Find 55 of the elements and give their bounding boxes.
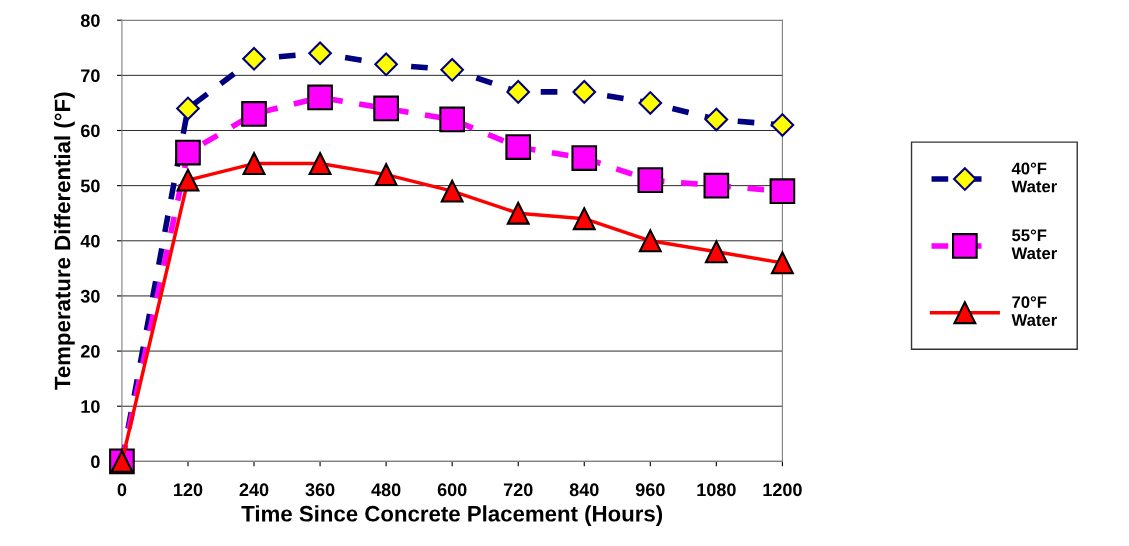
point [241,101,267,127]
point [373,95,399,122]
y-tick-label: 70 [81,69,100,83]
point [308,41,332,66]
point [770,113,795,137]
point [505,134,532,160]
point [175,139,201,166]
x-tick-label: 120 [174,483,203,497]
point [572,207,596,231]
point [703,172,730,199]
point [704,240,728,264]
point [638,91,663,115]
point [506,80,531,104]
point [506,201,530,225]
y-axis-title: Temperature Differential (°F) [54,92,75,390]
point [308,152,332,176]
y-tick-label: 10 [81,400,100,413]
point [242,152,266,176]
x-tick-label: 240 [239,483,269,497]
x-tick-label: 0 [117,483,127,497]
y-tick-label: 60 [80,124,100,138]
x-tick-label: 960 [635,483,665,497]
point [374,163,398,187]
y-tick-label: 0 [91,455,100,469]
point [440,57,465,82]
point [440,179,464,203]
x-tick-label: 720 [503,483,533,497]
point [770,251,794,275]
point [571,145,598,171]
point [439,106,466,133]
y-tick-label: 80 [80,14,100,27]
legend-label: 55°F Water [1011,229,1057,260]
point [176,168,200,192]
point [638,229,662,253]
point [242,46,266,71]
y-tick-label: 50 [80,179,100,193]
x-tick-label: 600 [437,483,467,497]
point [704,107,729,132]
point [637,167,664,193]
y-tick-label: 30 [80,289,100,303]
point [572,80,597,104]
x-tick-label: 480 [371,483,401,497]
legend-label: 70°F Water [1011,296,1057,326]
x-tick-label: 360 [305,483,335,497]
x-tick-label: 840 [569,483,599,497]
x-tick-label: 1200 [763,483,802,497]
legend-label: 40°F Water [1011,162,1057,193]
point [307,84,333,111]
x-tick-label: 1080 [697,483,736,497]
x-axis-title: Time Since Concrete Placement (Hours) [241,505,663,526]
point [176,96,200,121]
y-tick-label: 40 [80,234,100,248]
point [374,52,398,77]
point [769,178,796,204]
y-tick-label: 20 [80,345,100,358]
